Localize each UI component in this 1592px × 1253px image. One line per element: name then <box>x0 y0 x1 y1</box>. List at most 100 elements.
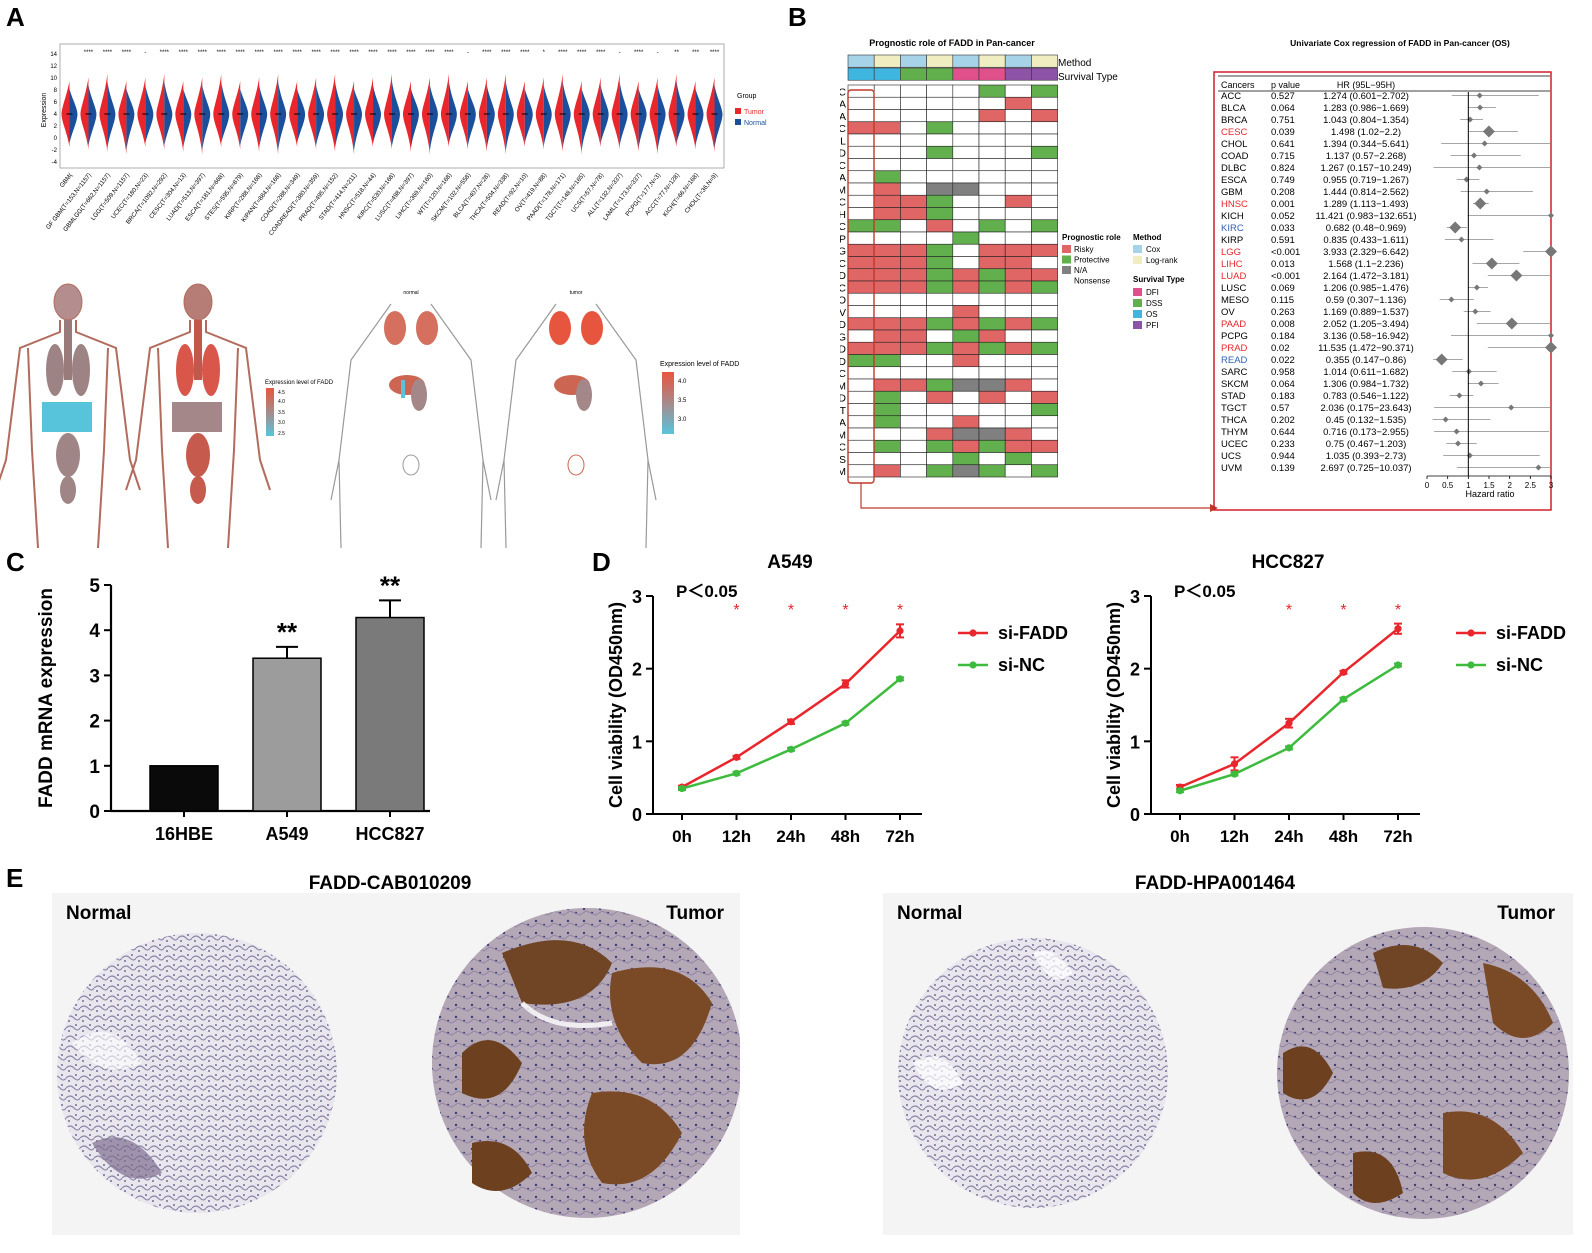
forest-point <box>1483 188 1490 195</box>
heatmap-method-cell <box>900 54 927 68</box>
heatmap-cell <box>1031 427 1058 441</box>
heatmap-row-label: TGCT <box>840 405 847 417</box>
heatmap-method-cell <box>1004 54 1032 68</box>
heatmap-cell <box>926 305 954 319</box>
forest-hr: 2.036 (0.175−23.643) <box>1320 403 1411 414</box>
heatmap-cell <box>926 439 954 453</box>
legend-tumor-swatch <box>735 108 741 114</box>
legend-tick: 3.5 <box>278 410 285 416</box>
heatmap-cell <box>847 452 875 466</box>
heatmap-cell <box>1004 109 1032 123</box>
forest-cancer: UVM <box>1221 463 1242 474</box>
heatmap-cell <box>1031 305 1058 319</box>
heatmap-cell <box>873 219 901 233</box>
forest-cancer: GBM <box>1221 187 1243 198</box>
heatmap-cell <box>847 366 875 380</box>
forest-hr: 1.568 (1.1−2.236) <box>1328 259 1403 270</box>
heatmap-cell <box>952 427 980 441</box>
line-legend-label: si-NC <box>998 655 1045 675</box>
heatmap-cell <box>926 464 954 478</box>
ihc-right-tumor-label: Tumor <box>1497 903 1555 924</box>
violin-pair <box>384 73 400 150</box>
legend-tick: 3.0 <box>678 417 687 423</box>
forest-cancer: SKCM <box>1221 379 1249 390</box>
violin-pair <box>346 81 363 155</box>
forest-hr: 1.169 (0.889−1.537) <box>1323 307 1409 318</box>
heatmap-cell <box>873 317 901 331</box>
heatmap-row-label: UCEC <box>840 442 846 454</box>
heatmap-cell <box>1031 145 1058 159</box>
forest-point <box>1535 464 1542 471</box>
line-annotation: P＜0.05 <box>1174 582 1235 601</box>
violin-sig: **** <box>387 50 397 56</box>
forest-pvalue: 0.139 <box>1271 463 1295 474</box>
ihc-left-tissue <box>57 908 740 1218</box>
heatmap-cell <box>978 170 1006 184</box>
connector-arrow <box>860 483 1210 509</box>
heatmap-cell <box>900 133 927 147</box>
violin-ytick: -4 <box>52 160 58 166</box>
heatmap-title: Prognostic role of FADD in Pan-cancer <box>869 38 1035 48</box>
heatmap-cell <box>926 280 954 294</box>
forest-pvalue: 0.824 <box>1271 163 1295 174</box>
heatmap-cell <box>847 403 875 417</box>
heatmap-cell <box>847 390 875 404</box>
heatmap-cell <box>1004 158 1032 172</box>
legend-swatch <box>1062 255 1071 264</box>
forest-pvalue: 0.944 <box>1271 451 1295 462</box>
violin-ytick: 4 <box>54 112 58 118</box>
heatmap-cell <box>978 439 1006 453</box>
violin-sig: **** <box>634 50 644 56</box>
forest-xtick: 0.5 <box>1442 481 1454 490</box>
heatmap-cell <box>1031 329 1058 343</box>
heatmap-cell <box>873 182 901 196</box>
violin-sig: - <box>619 50 621 56</box>
heatmap-cell <box>978 464 1006 478</box>
heatmap-row-label: PRAD <box>840 344 846 356</box>
legend-tick: 3.5 <box>678 398 687 404</box>
heatmap-cell <box>1031 366 1058 380</box>
heatmap-cell <box>952 403 980 417</box>
heatmap-cell <box>847 427 875 441</box>
heatmap-cell <box>900 329 927 343</box>
violin-ylabel: Expression <box>41 93 48 128</box>
forest-pvalue: 0.57 <box>1271 403 1290 414</box>
line-point <box>1339 695 1348 703</box>
heatmap-cell <box>847 464 875 478</box>
violin-sig: *** <box>692 50 700 56</box>
violin-pair <box>497 73 514 155</box>
heatmap-cell <box>847 96 875 110</box>
heatmap-cell <box>1031 194 1058 208</box>
heatmap-cell <box>978 243 1006 257</box>
heatmap-cell <box>1004 415 1032 429</box>
forest-cancer: DLBC <box>1221 163 1246 174</box>
forest-hr: 0.835 (0.433−1.611) <box>1323 235 1408 246</box>
violin-sig: **** <box>577 50 587 56</box>
forest-pvalue: 0.958 <box>1271 367 1295 378</box>
heatmap-cell <box>900 109 927 123</box>
forest-pvalue: 0.715 <box>1271 151 1295 162</box>
legend-swatch <box>1133 310 1142 318</box>
forest-point <box>1456 392 1463 399</box>
body-outline-tumor <box>495 303 657 548</box>
line-ytick: 1 <box>1130 732 1140 752</box>
heatmap-row-label: READ <box>840 356 846 368</box>
violin-pair <box>706 77 723 152</box>
line-chart-title: A549 <box>767 552 812 573</box>
heatmap-row-label: LGG <box>840 246 846 258</box>
heatmap-cell <box>926 292 954 306</box>
heatmap-cell <box>978 256 1006 270</box>
heatmap-cell <box>926 231 954 245</box>
line-ytick: 1 <box>632 732 642 752</box>
heatmap-cell <box>952 121 980 135</box>
legend-tick: 4.0 <box>278 399 285 405</box>
heatmap-cell <box>900 207 927 221</box>
heatmap-survival-cell <box>926 67 954 81</box>
heatmap-cell <box>978 341 1006 355</box>
heatmap-cell <box>873 464 901 478</box>
heatmap-survival-cell <box>978 67 1006 81</box>
bar-chart: 0 1 2 3 4 5 FADD mRNA expression 16HBE A549 ** HCC… <box>36 570 430 844</box>
line-xtick: 0h <box>672 827 692 846</box>
violin-sig: **** <box>482 50 492 56</box>
